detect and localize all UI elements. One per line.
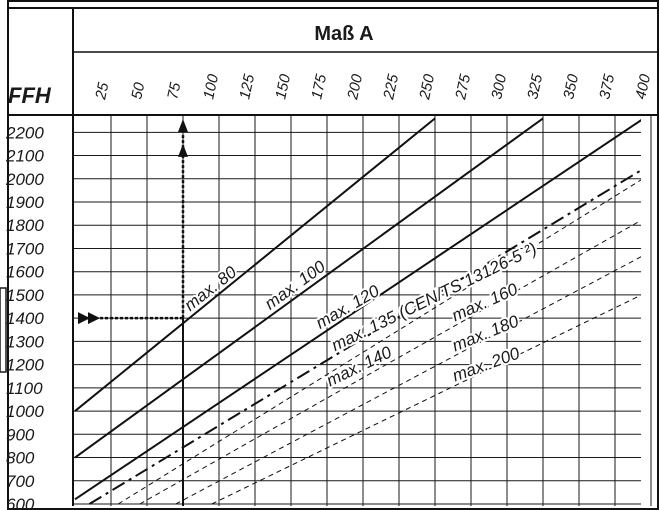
arrow-right-head [88, 312, 100, 325]
y-axis-label: FFH [8, 83, 52, 108]
example-reading [78, 119, 188, 506]
arrow-up-head [178, 143, 188, 157]
tick-labels: 25 50 75 100 125 150 175 200 225 250 275 300 325 350 3… [5, 72, 654, 510]
series-line [88, 169, 641, 505]
x-tick-label: 250 [416, 72, 438, 102]
arrow-right-head [78, 312, 90, 325]
y-tick-label: 1500 [6, 286, 44, 305]
x-tick-label: 325 [524, 72, 546, 101]
outer-border [7, 0, 659, 510]
series-line [139, 219, 641, 505]
y-tick-label: 600 [6, 495, 35, 510]
y-tick-label: 1200 [6, 356, 44, 375]
series-line [175, 256, 641, 505]
x-tick-label: 300 [488, 72, 510, 101]
y-tick-label: 1400 [6, 309, 44, 328]
series-label: max. 100 [261, 257, 329, 314]
y-tick-label: 2100 [5, 147, 44, 166]
y-tick-label: 1600 [6, 263, 44, 282]
x-tick-label: 275 [452, 72, 474, 102]
grid [73, 115, 652, 506]
x-tick-label: 125 [236, 72, 258, 101]
y-tick-label: 900 [6, 425, 35, 444]
y-tick-label: 1800 [6, 216, 44, 235]
x-tick-label: 375 [596, 72, 618, 101]
y-tick-label: 1100 [6, 379, 43, 398]
y-tick-label: 1000 [6, 402, 44, 421]
x-tick-label: 175 [308, 72, 330, 101]
x-tick-label: 50 [128, 80, 148, 100]
x-tick-label: 100 [200, 72, 222, 101]
series-line [211, 294, 641, 505]
y-tick-label: 2200 [5, 123, 44, 142]
y-tick-label: 2000 [5, 170, 44, 189]
y-tick-label: 800 [6, 449, 35, 468]
arrow-up-head [178, 119, 188, 132]
x-tick-label: 350 [560, 72, 582, 101]
chart-frame [7, 0, 659, 510]
series-lines [74, 117, 641, 505]
side-marker [0, 287, 7, 373]
y-tick-label: 700 [6, 472, 35, 491]
x-tick-label: 25 [92, 80, 112, 101]
x-tick-label: 200 [344, 72, 366, 102]
chart-title: Maß A [314, 23, 373, 45]
x-tick-label: 150 [272, 72, 294, 101]
y-tick-label: 1700 [6, 239, 44, 258]
y-tick-label: 1300 [6, 332, 44, 351]
x-tick-label: 225 [380, 72, 402, 102]
series-label: max. 80 [181, 262, 241, 315]
series-line [74, 117, 544, 459]
series-line [74, 119, 641, 501]
x-tick-label: 75 [164, 80, 184, 100]
x-tick-label: 400 [632, 72, 654, 101]
y-tick-label: 1900 [6, 193, 44, 212]
series-line [74, 117, 436, 412]
